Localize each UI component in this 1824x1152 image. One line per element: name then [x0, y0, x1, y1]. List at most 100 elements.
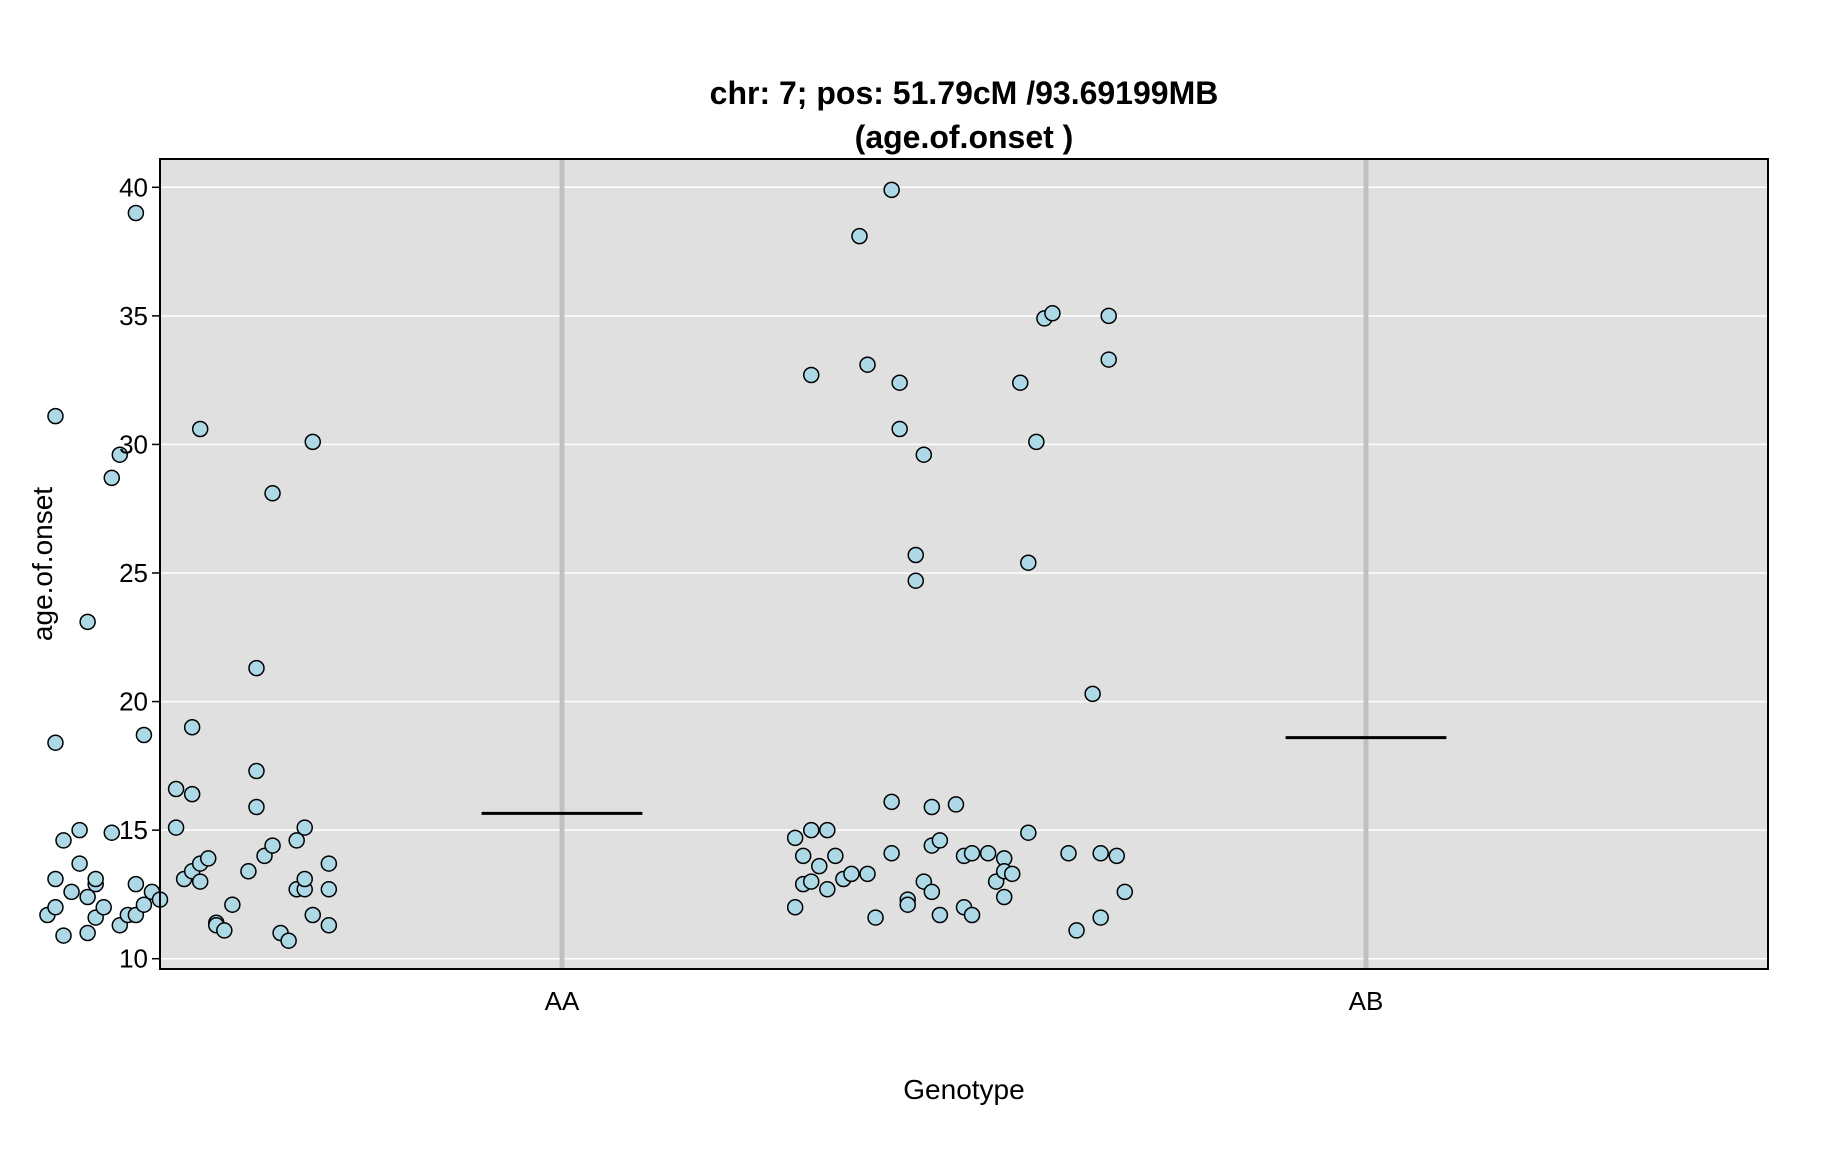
- data-point: [907, 546, 925, 564]
- data-point: [296, 819, 313, 836]
- data-point: [304, 906, 322, 924]
- data-point: [103, 469, 121, 487]
- y-axis-ticks: 10 15 20 25 30 35 40: [119, 172, 160, 974]
- data-point: [191, 420, 209, 438]
- data-point: [802, 366, 820, 384]
- data-point: [183, 719, 201, 736]
- category-lines: [559, 159, 1369, 969]
- data-point: [199, 850, 217, 867]
- chart-title-line1: chr: 7; pos: 51.79cM /93.69199MB: [710, 75, 1219, 111]
- data-point: [87, 870, 104, 888]
- data-point: [1020, 554, 1037, 571]
- data-point: [63, 883, 80, 901]
- data-point: [1003, 865, 1021, 883]
- data-point: [1116, 883, 1134, 901]
- data-point: [1028, 433, 1045, 451]
- data-point: [1012, 374, 1029, 391]
- y-tick-label: 10: [119, 944, 148, 974]
- grid-lines: [160, 186, 1768, 960]
- data-point: [47, 870, 64, 888]
- data-point: [79, 888, 96, 906]
- plot-panel: [160, 159, 1768, 969]
- data-point: [923, 798, 941, 816]
- data-point: [320, 917, 338, 934]
- data-point: [786, 899, 804, 916]
- data-points: [39, 181, 1134, 949]
- data-point: [891, 420, 908, 438]
- data-point: [1108, 847, 1126, 865]
- data-point: [288, 832, 305, 849]
- y-tick-label: 25: [119, 558, 148, 588]
- data-point: [995, 888, 1013, 906]
- data-point: [127, 204, 145, 222]
- data-point: [819, 881, 836, 898]
- data-point: [55, 832, 72, 849]
- data-point: [931, 832, 949, 849]
- data-point: [248, 762, 265, 780]
- data-point: [859, 356, 876, 373]
- data-point: [304, 433, 322, 451]
- x-axis-label: Genotype: [903, 1074, 1024, 1105]
- data-point: [47, 407, 64, 425]
- data-point: [320, 855, 338, 872]
- data-point: [248, 798, 265, 816]
- data-point: [867, 909, 884, 926]
- data-point: [183, 785, 201, 803]
- data-point: [47, 734, 64, 751]
- data-point: [71, 821, 88, 839]
- data-point: [979, 845, 997, 862]
- data-point: [883, 181, 900, 199]
- data-point: [264, 485, 281, 502]
- data-point: [264, 837, 281, 854]
- y-tick-label: 40: [119, 172, 148, 202]
- data-point: [1044, 305, 1061, 322]
- data-point: [79, 924, 96, 942]
- data-point: [127, 875, 145, 893]
- data-point: [320, 881, 338, 898]
- data-point: [167, 780, 185, 798]
- data-point: [1084, 685, 1101, 703]
- data-point: [883, 845, 900, 862]
- y-tick-label: 15: [119, 815, 148, 845]
- data-point: [819, 821, 836, 839]
- data-point: [1068, 922, 1085, 939]
- y-tick-label: 20: [119, 687, 148, 717]
- y-tick-label: 35: [119, 301, 148, 331]
- data-point: [843, 865, 860, 883]
- data-point: [963, 845, 981, 862]
- y-axis-label: age.of.onset: [27, 487, 58, 641]
- data-point: [71, 855, 88, 872]
- mean-lines: [481, 736, 1447, 815]
- data-point: [1092, 909, 1109, 926]
- data-point: [135, 896, 153, 913]
- data-point: [1100, 307, 1117, 325]
- data-point: [111, 446, 129, 463]
- data-point: [827, 847, 844, 865]
- data-point: [79, 613, 96, 631]
- data-point: [296, 870, 313, 888]
- x-tick-label: AA: [545, 986, 580, 1016]
- data-point: [95, 899, 112, 916]
- chart-title-line2: (age.of.onset ): [855, 119, 1074, 155]
- data-point: [1092, 845, 1109, 862]
- data-point: [135, 726, 153, 744]
- data-point: [216, 922, 233, 939]
- data-point: [55, 927, 72, 944]
- data-point: [859, 865, 876, 883]
- y-tick-label: 30: [119, 429, 148, 459]
- data-point: [240, 863, 257, 880]
- data-point: [280, 932, 297, 949]
- data-point: [1060, 845, 1077, 862]
- data-point: [923, 883, 941, 901]
- data-point: [891, 374, 908, 391]
- data-point: [931, 906, 949, 924]
- data-point: [811, 857, 828, 875]
- data-point: [224, 896, 241, 913]
- x-axis-ticks: AA AB: [545, 986, 1384, 1016]
- data-point: [963, 906, 981, 924]
- data-point: [851, 227, 868, 245]
- data-point: [167, 819, 185, 836]
- data-point: [947, 796, 965, 813]
